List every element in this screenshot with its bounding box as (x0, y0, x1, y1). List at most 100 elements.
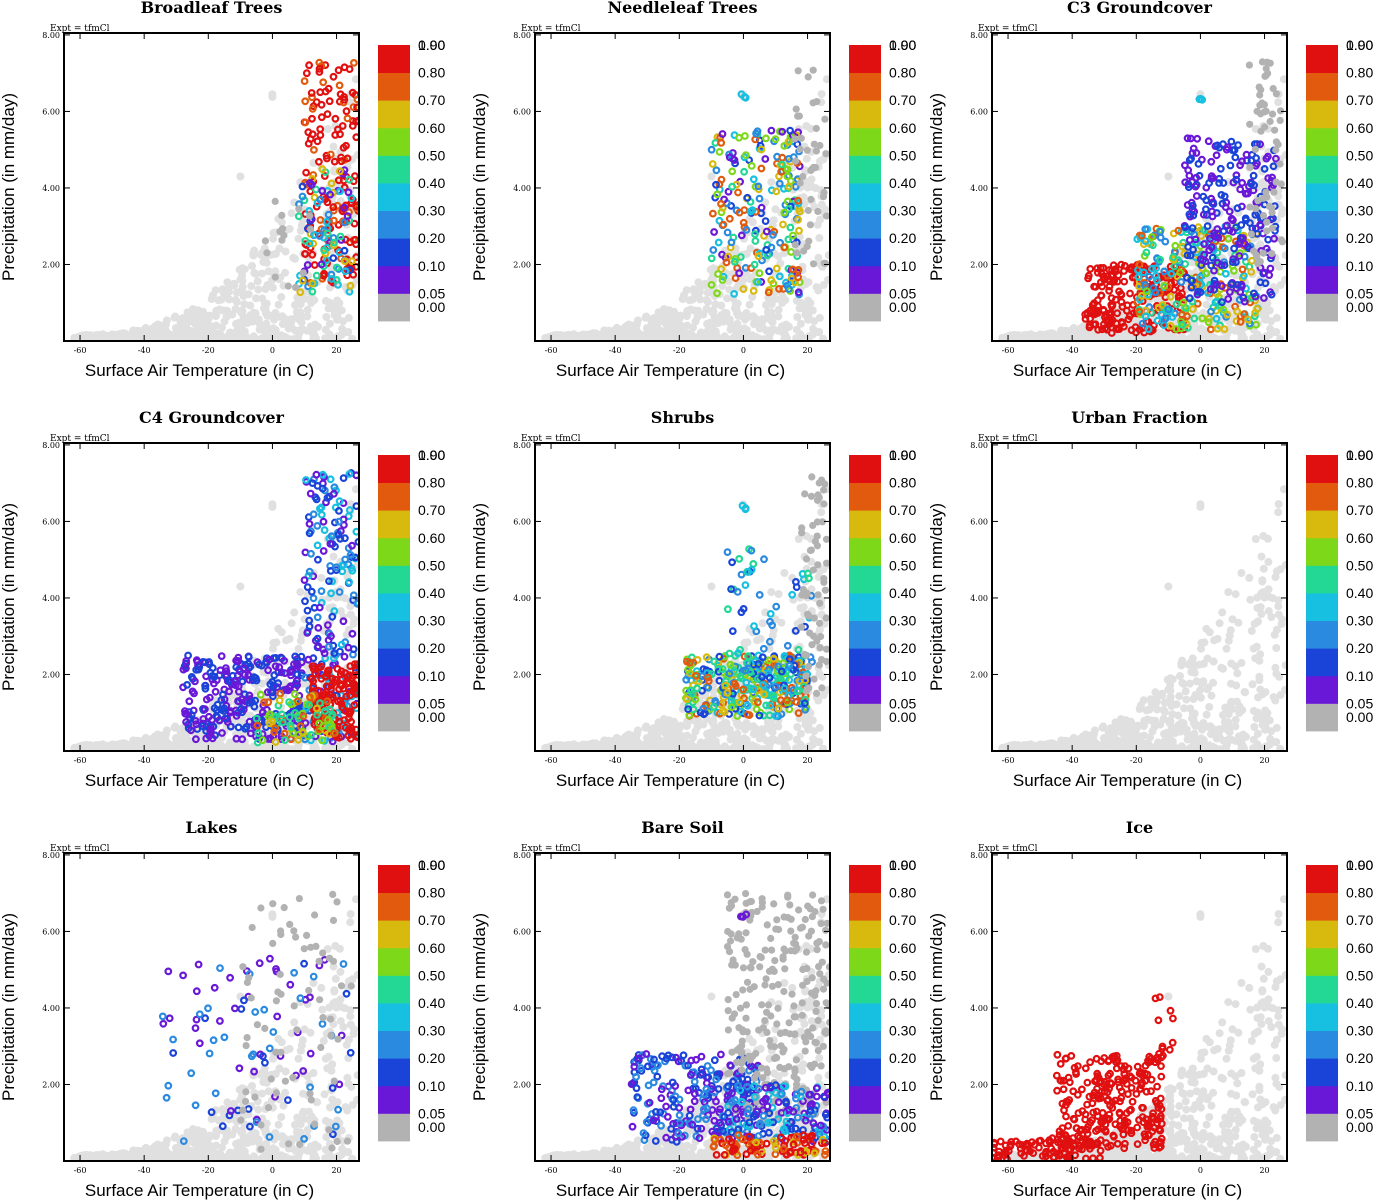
background-point (765, 334, 773, 341)
data-point (261, 237, 269, 245)
data-point (1135, 307, 1144, 316)
data-point (1201, 257, 1210, 266)
data-point (307, 587, 316, 596)
data-point (233, 657, 242, 665)
data-point (740, 167, 748, 176)
data-point (1119, 267, 1128, 275)
data-point (315, 157, 323, 166)
data-point (1263, 227, 1271, 235)
colorbar-segment (849, 210, 881, 239)
data-point (762, 245, 771, 254)
y-tick-label: 2.00 (42, 670, 60, 679)
background-point (1067, 332, 1076, 341)
colorbar-segment (378, 100, 410, 129)
background-point (815, 313, 824, 322)
y-tick-label: 4.00 (513, 184, 531, 193)
data-point (350, 660, 359, 669)
background-point (783, 334, 791, 341)
data-point (265, 710, 274, 719)
background-point (108, 745, 117, 751)
data-point (822, 212, 830, 220)
background-point (215, 305, 224, 314)
data-point (1118, 302, 1127, 311)
background-point (224, 284, 233, 293)
data-point (191, 735, 200, 744)
background-point (742, 326, 751, 334)
data-point (708, 160, 717, 168)
data-point (749, 175, 758, 184)
background-point (203, 328, 212, 336)
background-point (230, 279, 239, 288)
data-point (1208, 207, 1216, 216)
data-point (794, 273, 802, 282)
data-point (348, 257, 356, 266)
data-point (715, 216, 724, 225)
colorbar-label: 0.05 (889, 285, 916, 301)
background-point (294, 744, 302, 751)
data-point (342, 107, 351, 116)
data-point (327, 275, 336, 283)
data-point (216, 666, 225, 675)
x-tick-label: -60 (74, 756, 87, 765)
background-point (211, 286, 220, 295)
data-point (1219, 227, 1228, 236)
data-point (337, 640, 346, 649)
data-point (1233, 307, 1242, 316)
background-point (1261, 313, 1270, 321)
data-point (339, 474, 348, 483)
background-point (238, 286, 247, 295)
background-point (325, 319, 334, 328)
colorbar-label: 0.60 (418, 530, 445, 546)
data-point (215, 716, 224, 724)
background-point (1192, 267, 1201, 276)
data-point (344, 643, 353, 652)
data-point (307, 731, 315, 739)
data-point (754, 182, 763, 191)
data-point (1097, 291, 1106, 300)
data-point (308, 287, 317, 296)
background-point (329, 142, 338, 151)
data-point (348, 629, 357, 638)
data-point (822, 150, 830, 158)
background-point (674, 328, 683, 336)
data-point (712, 180, 720, 189)
data-point (346, 691, 355, 700)
data-point (335, 588, 344, 596)
background-point (746, 275, 755, 284)
y-tick-label: 8.00 (970, 31, 988, 40)
data-point (343, 212, 352, 221)
data-point (1217, 282, 1226, 291)
data-point (784, 154, 793, 163)
x-tick-label: -40 (609, 346, 622, 355)
background-point (1083, 334, 1092, 341)
data-point (1093, 264, 1102, 273)
data-point (1277, 107, 1285, 115)
data-point (322, 688, 330, 696)
plot-frame (63, 32, 360, 342)
data-point (335, 497, 344, 506)
background-point (351, 75, 359, 84)
data-point (1252, 205, 1260, 213)
data-point (778, 127, 787, 136)
data-point (1228, 227, 1237, 236)
background-point (717, 301, 726, 310)
data-point (326, 540, 335, 548)
colorbar-label: 0.60 (889, 120, 916, 136)
data-point (232, 734, 241, 743)
data-point (1247, 230, 1255, 238)
data-point (734, 188, 742, 197)
background-point (200, 745, 208, 751)
data-point (332, 563, 341, 572)
data-point (714, 238, 723, 247)
data-point (775, 285, 783, 293)
data-point (1172, 300, 1181, 309)
background-point (231, 296, 240, 304)
background-point (172, 734, 181, 743)
background-point (79, 744, 88, 751)
data-point (1277, 180, 1285, 188)
data-point (735, 133, 743, 142)
data-point (329, 254, 338, 263)
background-point (238, 307, 247, 316)
background-point (212, 321, 221, 330)
data-point (1259, 294, 1268, 302)
